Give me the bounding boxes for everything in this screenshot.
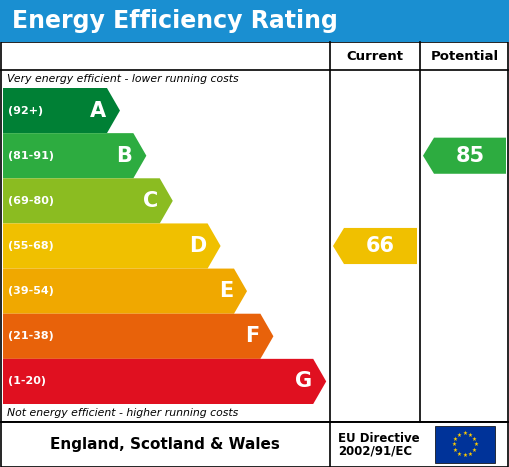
Text: 85: 85	[456, 146, 485, 166]
Text: 66: 66	[366, 236, 395, 256]
Polygon shape	[3, 133, 147, 178]
Text: E: E	[219, 281, 233, 301]
Polygon shape	[3, 223, 220, 269]
Text: ★: ★	[472, 447, 477, 453]
Text: (92+): (92+)	[8, 106, 43, 115]
Text: Current: Current	[347, 50, 404, 63]
Text: ★: ★	[457, 432, 462, 438]
Polygon shape	[333, 228, 417, 264]
Text: ★: ★	[472, 437, 477, 441]
Text: ★: ★	[451, 442, 457, 447]
Text: EU Directive: EU Directive	[338, 432, 419, 445]
Text: (81-91): (81-91)	[8, 151, 54, 161]
Text: Very energy efficient - lower running costs: Very energy efficient - lower running co…	[7, 74, 239, 84]
Polygon shape	[3, 178, 173, 223]
Text: Not energy efficient - higher running costs: Not energy efficient - higher running co…	[7, 408, 238, 418]
Text: (1-20): (1-20)	[8, 376, 46, 386]
Text: B: B	[117, 146, 132, 166]
Text: ★: ★	[468, 452, 473, 457]
Polygon shape	[3, 88, 120, 133]
Text: F: F	[245, 326, 260, 347]
Text: A: A	[90, 100, 106, 120]
Text: ★: ★	[468, 432, 473, 438]
Bar	[0, 0, 509, 42]
Text: ★: ★	[463, 431, 467, 436]
Text: C: C	[144, 191, 159, 211]
Bar	[1, 422, 508, 467]
Polygon shape	[3, 314, 273, 359]
Polygon shape	[3, 269, 247, 314]
Text: ★: ★	[473, 442, 478, 447]
Bar	[435, 426, 495, 463]
Text: (21-38): (21-38)	[8, 331, 54, 341]
Bar	[1, 42, 508, 422]
Text: D: D	[189, 236, 207, 256]
Text: 2002/91/EC: 2002/91/EC	[338, 445, 412, 458]
Text: ★: ★	[457, 452, 462, 457]
Text: ★: ★	[463, 453, 467, 458]
Polygon shape	[3, 359, 326, 404]
Text: G: G	[295, 371, 312, 391]
Text: ★: ★	[453, 437, 458, 441]
Text: Energy Efficiency Rating: Energy Efficiency Rating	[12, 9, 338, 33]
Text: (55-68): (55-68)	[8, 241, 54, 251]
Text: Potential: Potential	[431, 50, 498, 63]
Text: (39-54): (39-54)	[8, 286, 54, 296]
Text: ★: ★	[453, 447, 458, 453]
Text: (69-80): (69-80)	[8, 196, 54, 206]
Polygon shape	[423, 138, 506, 174]
Text: England, Scotland & Wales: England, Scotland & Wales	[50, 437, 280, 452]
